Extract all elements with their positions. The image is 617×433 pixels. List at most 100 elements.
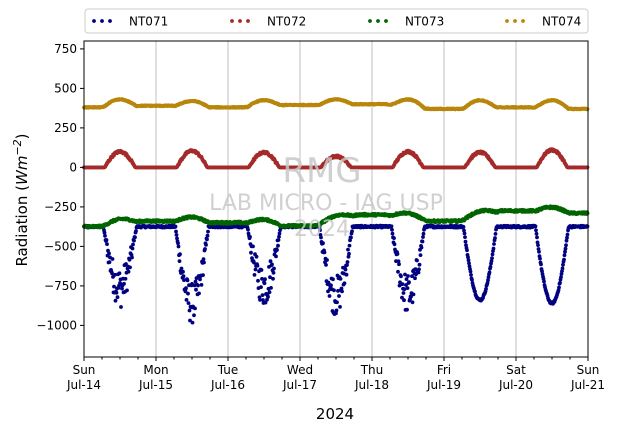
data-point [463,239,468,244]
legend-marker [246,19,250,23]
data-point [485,281,490,285]
data-point [350,229,354,234]
data-point [389,224,394,229]
data-point [184,286,188,291]
plot-series [82,97,590,325]
data-point [467,261,471,266]
data-point [319,235,323,240]
data-point [205,237,209,242]
data-point [421,235,425,239]
data-point [484,287,488,291]
data-point [102,230,107,235]
data-point [266,295,270,299]
data-point [260,293,265,297]
data-point [115,295,120,300]
data-point [464,243,468,248]
data-point [491,246,496,251]
data-point [419,245,424,250]
data-point [343,267,348,272]
data-point [337,294,341,298]
data-point [187,308,192,313]
legend-label: NT074 [542,15,581,29]
data-point [186,301,191,305]
x-tick-date: Jul-21 [570,378,605,392]
x-tick-day: Sat [506,363,526,377]
data-point [321,241,325,246]
data-point [262,281,267,286]
data-point [133,235,137,240]
y-axis: −1000 −750 −500 −250 0 250 500 750 [36,42,84,332]
data-point [334,308,339,313]
y-tick-label: −500 [44,239,77,253]
x-tick-day: Thu [360,363,384,377]
data-point [270,262,274,267]
data-point [256,278,260,283]
data-point [342,281,347,286]
data-point [197,291,201,296]
data-point [466,258,471,263]
data-point [396,269,400,274]
data-point [417,262,422,267]
data-point [420,239,425,244]
data-point [559,275,563,279]
data-point [402,287,407,291]
data-point [344,272,349,277]
data-point [346,254,351,259]
data-point [205,233,210,238]
data-point [397,262,401,267]
x-tick-day: Sun [577,363,600,377]
y-tick-label: 0 [69,160,77,174]
data-point [417,267,421,272]
data-point [193,279,198,284]
legend-marker [376,19,380,23]
data-point [182,278,186,282]
data-point [183,289,188,294]
data-point [538,256,542,261]
data-point [132,238,136,243]
data-point [331,277,335,282]
data-point [399,274,403,279]
data-point [181,269,185,274]
data-point [469,273,473,277]
data-point [400,282,405,286]
data-point [487,270,492,275]
legend-label: NT072 [267,15,306,29]
y-tick-label: 500 [54,81,77,95]
data-point [560,266,565,271]
x-tick-date: Jul-16 [210,378,245,392]
data-point [410,274,414,279]
data-point [131,242,135,247]
data-point [249,250,253,255]
data-point [347,243,352,248]
data-point [329,283,333,288]
data-point [411,292,416,297]
data-point [112,284,116,289]
data-point [561,262,565,267]
data-point [565,235,569,240]
data-point [261,298,265,302]
data-point [192,313,196,318]
data-point [564,238,569,243]
data-point [176,241,180,246]
data-point [251,244,255,249]
data-point [194,287,198,292]
data-point [473,289,477,294]
data-point [392,236,396,241]
data-point [407,280,411,285]
data-point [122,281,126,286]
data-point [461,225,466,229]
data-point [396,259,401,264]
data-point [340,289,344,294]
data-point [390,227,394,232]
x-tick-day: Fri [437,363,451,377]
data-point [113,298,118,303]
x-axis: SunJul-14MonJul-15TueJul-16WedJul-17ThuJ… [66,357,605,392]
data-point [185,278,190,283]
data-point [462,231,467,236]
data-point [179,266,184,271]
watermark-lab: LAB MICRO - IAG USP [209,191,443,216]
series-NT071 [82,223,590,325]
data-point [490,252,495,257]
legend-marker [513,19,517,23]
